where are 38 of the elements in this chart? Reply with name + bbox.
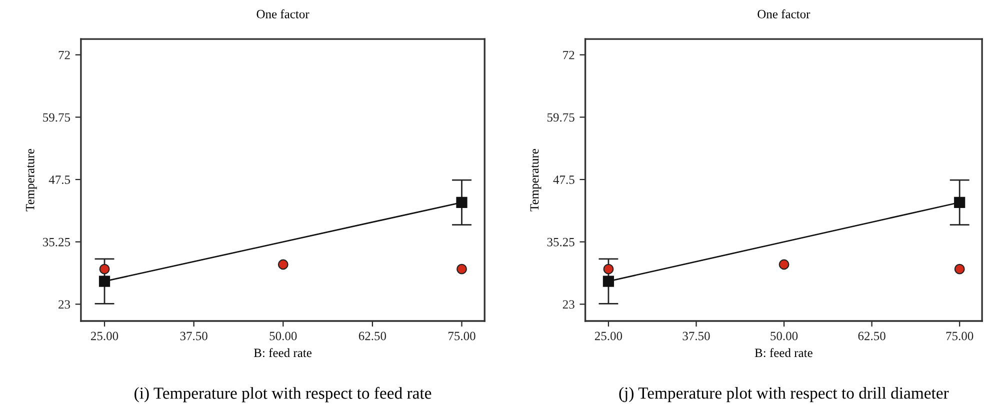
y-tick-label: 47.5 — [48, 176, 70, 184]
x-tick-label: 50.00 — [270, 332, 297, 340]
y-tick-label: 23 — [562, 300, 574, 309]
y-tick-label: 35.25 — [42, 238, 70, 246]
x-tick-label: 50.00 — [770, 332, 798, 340]
x-tick-label: 75.00 — [448, 332, 476, 340]
point — [278, 259, 288, 270]
x-tick-label: 62.50 — [858, 332, 886, 340]
y-tick-label: 59.75 — [547, 113, 574, 122]
y-axis-title: Temperature — [530, 148, 542, 212]
text: (i) Temperature plot with respect to feed rate — [134, 386, 432, 402]
chart-title: One factor — [758, 9, 810, 18]
y-axis-title: Temperature — [26, 148, 37, 212]
text: (j) Temperature plot with respect to drill diameter — [619, 387, 949, 402]
point — [954, 196, 966, 208]
y-tick-label: 35.25 — [547, 238, 574, 246]
x-tick-label: 37.50 — [682, 332, 710, 340]
point — [778, 259, 790, 270]
point — [456, 264, 467, 274]
point — [456, 196, 468, 208]
y-tick-label: 59.75 — [43, 113, 70, 122]
x-axis-title: B: feed rate — [254, 348, 312, 358]
point — [603, 264, 614, 274]
chart-title: One factor — [256, 9, 310, 18]
y-tick-label: 72 — [563, 50, 574, 60]
point — [954, 264, 965, 274]
y-tick-label: 47.5 — [553, 176, 574, 184]
x-tick-label: 25.00 — [91, 332, 118, 340]
point — [602, 276, 614, 287]
x-tick-label: 62.50 — [358, 332, 386, 340]
x-axis-title: B: feed rate — [754, 348, 812, 358]
x-tick-label: 37.50 — [180, 332, 208, 340]
y-tick-label: 23 — [58, 300, 70, 309]
point — [99, 264, 110, 274]
x-tick-label: 25.00 — [594, 332, 622, 340]
x-tick-label: 75.00 — [946, 332, 974, 340]
y-tick-label: 72 — [58, 50, 70, 60]
point — [98, 276, 110, 287]
